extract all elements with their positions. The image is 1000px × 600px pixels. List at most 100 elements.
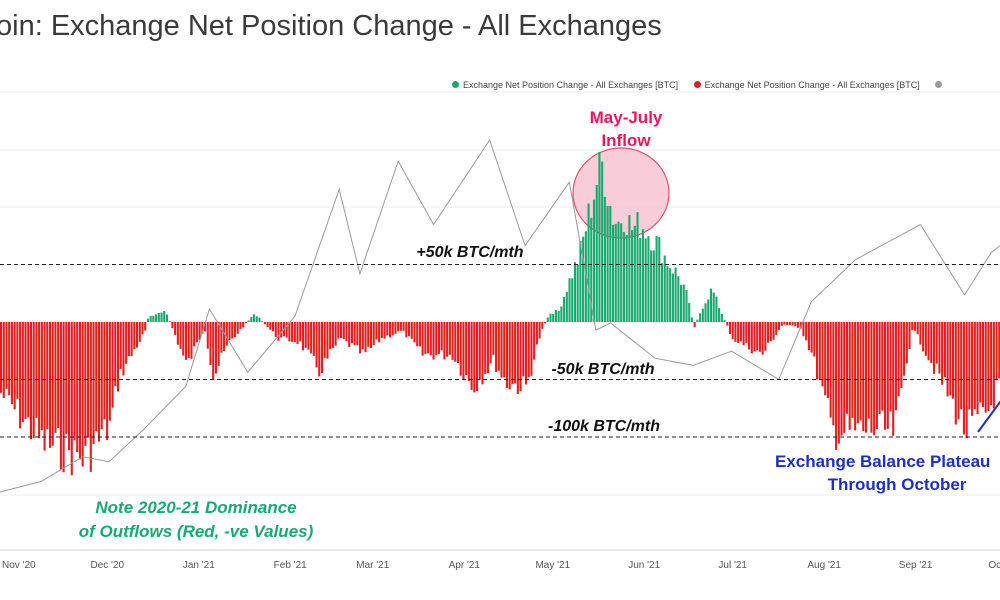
may-july-label-line2: Inflow (601, 131, 651, 150)
bar-48 (130, 322, 133, 357)
bar-76 (206, 322, 209, 349)
bar-23 (62, 322, 65, 473)
bar-179 (486, 322, 489, 374)
bar-257 (699, 313, 702, 322)
bar-255 (693, 322, 696, 328)
bar-115 (312, 322, 315, 356)
bar-334 (908, 322, 911, 350)
bar-213 (579, 241, 582, 322)
legend-item-negative[interactable]: Exchange Net Position Change - All Excha… (693, 80, 920, 90)
bar-102 (277, 322, 280, 341)
bar-256 (696, 319, 699, 322)
bar-10 (27, 322, 30, 418)
bar-2 (5, 322, 8, 389)
bar-167 (454, 322, 457, 362)
bar-250 (680, 285, 683, 322)
bar-297 (807, 322, 810, 351)
bar-9 (24, 322, 27, 419)
bar-194 (527, 322, 530, 378)
bar-288 (783, 322, 786, 325)
bar-181 (492, 322, 495, 355)
bar-177 (481, 322, 484, 385)
bar-131 (356, 322, 359, 346)
bar-44 (119, 322, 122, 369)
plateau-label-line2: Through October (828, 475, 967, 494)
bar-237 (644, 238, 647, 322)
bar-180 (489, 322, 492, 364)
x-tick-label: Apr '21 (449, 560, 481, 571)
bar-239 (650, 250, 653, 322)
bar-211 (573, 262, 577, 322)
bar-123 (334, 322, 337, 346)
price-line (0, 138, 1000, 493)
bar-88 (239, 322, 242, 330)
bar-65 (176, 322, 179, 345)
legend: Exchange Net Position Change - All Excha… (452, 80, 959, 90)
bar-317 (862, 322, 865, 432)
bar-275 (748, 322, 751, 350)
bar-245 (666, 266, 669, 322)
bar-285 (775, 322, 778, 335)
bar-234 (636, 212, 639, 322)
bar-212 (576, 264, 579, 322)
bar-41 (111, 322, 114, 408)
bar-244 (663, 255, 666, 322)
ref-label-neg50: -50k BTC/mth (551, 361, 654, 378)
bar-246 (669, 268, 672, 322)
legend-item-positive[interactable]: Exchange Net Position Change - All Excha… (452, 80, 678, 90)
bar-5 (13, 322, 16, 410)
bar-304 (826, 322, 829, 399)
bar-178 (484, 322, 487, 374)
bar-346 (941, 322, 944, 385)
bar-312 (848, 322, 851, 430)
bar-294 (799, 322, 802, 329)
bar-63 (171, 322, 174, 329)
bar-303 (824, 322, 827, 396)
x-tick-label: Jul '21 (718, 560, 747, 571)
bar-358 (973, 322, 976, 410)
bar-31 (84, 322, 87, 446)
plateau-label-line1: Exchange Balance Plateau (775, 452, 990, 471)
bar-82 (223, 322, 226, 351)
bar-231 (628, 215, 631, 322)
bar-95 (258, 317, 261, 322)
bar-93 (252, 314, 256, 322)
bar-202 (549, 313, 552, 322)
bar-66 (179, 322, 182, 349)
bar-103 (280, 322, 283, 338)
bar-85 (231, 322, 234, 339)
plateau-arrow (977, 400, 1000, 433)
legend-item-price[interactable] (935, 80, 946, 90)
bar-356 (968, 322, 971, 410)
bar-235 (639, 238, 642, 322)
bar-306 (832, 322, 835, 426)
bar-112 (304, 322, 307, 348)
bar-329 (894, 322, 897, 411)
bar-302 (821, 322, 824, 387)
bar-39 (106, 322, 109, 441)
bar-94 (255, 316, 258, 322)
bar-366 (995, 322, 998, 380)
bar-126 (342, 322, 345, 339)
bar-354 (962, 322, 965, 435)
bar-109 (296, 322, 299, 344)
bar-61 (165, 314, 169, 322)
note-label-line1: Note 2020-21 Dominance (95, 498, 296, 517)
bar-228 (620, 223, 623, 322)
bar-169 (459, 322, 462, 376)
bar-328 (892, 322, 895, 436)
bar-347 (943, 322, 946, 378)
bar-229 (622, 231, 625, 322)
bar-98 (266, 322, 269, 328)
bar-277 (753, 322, 756, 352)
bar-197 (535, 322, 538, 345)
bar-351 (954, 322, 957, 425)
bar-52 (141, 322, 144, 335)
bar-0 (0, 322, 3, 393)
bar-33 (89, 322, 92, 472)
bar-217 (590, 217, 593, 322)
bar-57 (155, 314, 158, 322)
bar-236 (641, 229, 645, 322)
bar-220 (598, 151, 601, 322)
bar-193 (524, 322, 528, 385)
